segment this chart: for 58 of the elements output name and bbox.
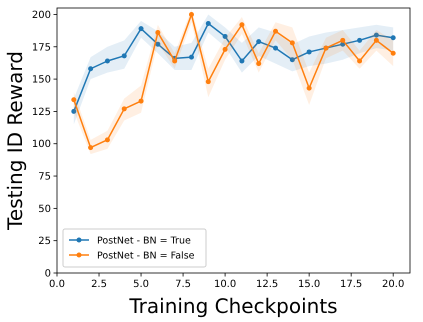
y-tick-label: 175 [32,42,51,54]
point [256,61,262,66]
point [88,66,94,72]
point [256,39,262,44]
point [239,22,244,28]
x-tick-label: 7.5 [175,279,192,290]
point [239,58,244,64]
y-tick-label: 200 [32,10,51,21]
point [374,32,379,38]
point [188,12,194,17]
point [71,97,76,102]
point [104,137,110,142]
y-tick-label: 75 [38,172,51,183]
point [188,54,194,60]
point [390,50,396,56]
point [306,49,312,54]
point [273,28,278,34]
point [155,42,160,47]
x-tick-label: 17.5 [340,279,362,290]
point [340,38,346,43]
x-tick-label: 0.0 [49,279,65,290]
point [122,106,127,112]
point [138,26,144,32]
point [306,86,312,91]
point [71,108,76,114]
point [222,34,228,39]
point [222,46,228,52]
x-tick-label: 15.0 [298,279,320,290]
point [172,58,178,64]
legend-label: PostNet - BN = False [97,250,195,262]
x-tick-label: 5.0 [133,279,149,290]
y-tick-label: 25 [38,236,51,248]
x-tick-label: 10.0 [214,279,236,290]
x-axis-title: Training Checkpoints [128,294,338,318]
point [104,58,110,64]
point [273,46,278,51]
y-tick-label: 150 [32,74,51,86]
y-tick-label: 100 [32,139,51,150]
point [155,30,160,36]
legend-label: PostNet - BN = True [97,236,191,246]
point [88,145,94,150]
point [206,21,211,26]
y-axis-title: Testing ID Reward [3,51,27,231]
point [357,38,362,43]
x-tick-label: 20.0 [382,279,404,290]
point [290,57,295,62]
x-tick-label: 12.5 [256,279,278,290]
point [390,35,396,40]
point [138,98,144,104]
y-tick-label: 50 [38,204,51,215]
point [206,79,211,84]
y-tick-label: 125 [32,106,51,118]
point [290,40,295,46]
y-tick-label: 0 [44,268,51,280]
point [374,38,379,43]
point [122,53,127,58]
x-tick-label: 2.5 [91,279,107,290]
point [357,58,362,64]
